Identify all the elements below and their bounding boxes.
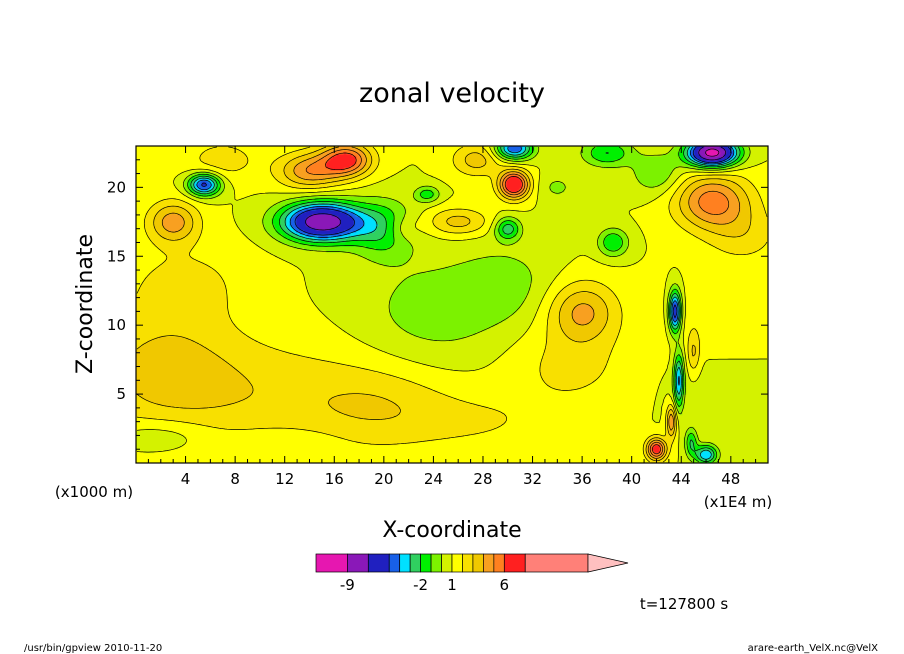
x-tick-label: 32 (523, 470, 542, 488)
x-tick-label: 48 (721, 470, 740, 488)
y-tick-label: 20 (107, 178, 126, 196)
contour-line (305, 149, 730, 457)
colorbar-label: 6 (500, 576, 510, 594)
colorbar-label: 1 (447, 576, 457, 594)
x-tick-label: 20 (374, 470, 393, 488)
y-axis: 5 10 15 20 (107, 145, 768, 450)
x-tick-label: 28 (473, 470, 492, 488)
contour-line (305, 146, 727, 231)
colorbar-segment (493, 553, 505, 573)
x-tick-label: 16 (325, 470, 344, 488)
colorbar-segment (409, 553, 421, 573)
x-tick-label: 24 (424, 470, 443, 488)
footer-right: arare-earth_VelX.nc@VelX (748, 643, 879, 654)
y-tick-label: 5 (116, 385, 126, 403)
contour-line (161, 146, 741, 459)
colorbar-segment (524, 553, 589, 573)
colorbar-segment (367, 553, 390, 573)
x-tick-label: 8 (230, 470, 240, 488)
y-tick-label: 15 (107, 247, 126, 265)
colorbar (315, 553, 629, 573)
y-axis-label: Z-coordinate (73, 234, 98, 374)
contour-line (187, 146, 745, 463)
x-tick-label: 12 (275, 470, 294, 488)
chart-title: zonal velocity (359, 78, 545, 109)
colorbar-labels: -9 -2 1 6 (340, 576, 509, 594)
colorbar-extend-arrow (587, 553, 629, 573)
colorbar-segment (347, 553, 369, 573)
x-axis-label: X-coordinate (382, 518, 521, 543)
colorbar-segment (483, 553, 495, 573)
colorbar-segment (315, 553, 348, 573)
y-tick-label: 10 (107, 316, 126, 334)
colorbar-segment (430, 553, 442, 573)
contour-line (136, 146, 768, 463)
contour-lines (136, 146, 768, 463)
colorbar-segment (503, 553, 526, 573)
colorbar-segment (472, 553, 484, 573)
contour-line (324, 152, 661, 455)
contour-line (136, 146, 768, 463)
contour-line (183, 146, 751, 463)
colorbar-segment (420, 553, 432, 573)
x-tick-label: 4 (181, 470, 191, 488)
footer-left: /usr/bin/gpview 2010-11-20 (24, 643, 162, 654)
x-unit-right: (x1E4 m) (704, 493, 773, 511)
colorbar-segment (451, 553, 463, 573)
contour-line (705, 148, 720, 157)
plot-area (135, 145, 769, 464)
velocity-field (136, 146, 768, 463)
colorbar-label: -9 (340, 576, 355, 594)
contour-line (201, 146, 732, 318)
contour-line (193, 146, 738, 460)
x-tick-label: 44 (672, 470, 691, 488)
colorbar-segment (441, 553, 453, 573)
contour-line (196, 146, 735, 386)
colorbar-label: -2 (413, 576, 428, 594)
x-tick-label: 40 (622, 470, 641, 488)
x-unit-left: (x1000 m) (55, 483, 133, 501)
x-axis: 4 8 12 16 20 24 28 32 36 40 44 48 (147, 146, 769, 488)
contour-line (190, 146, 741, 462)
colorbar-segment (399, 553, 411, 573)
plot-frame (135, 145, 769, 464)
contour-line (136, 146, 752, 462)
x-tick-label: 36 (573, 470, 592, 488)
time-annotation: t=127800 s (640, 595, 728, 613)
colorbar-segment (462, 553, 474, 573)
colorbar-segment (388, 553, 401, 573)
